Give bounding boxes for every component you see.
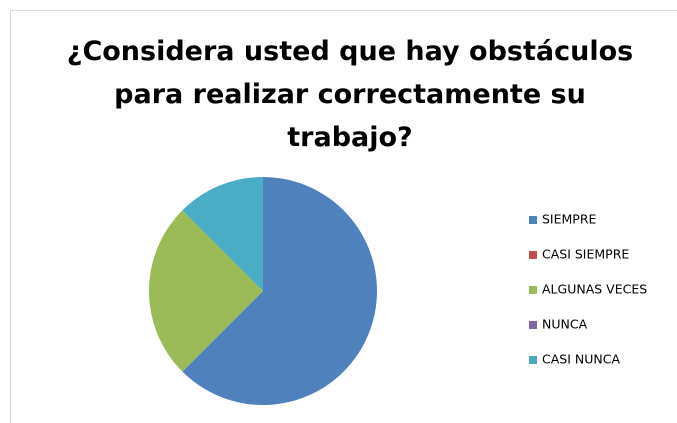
pie-slice — [182, 177, 377, 406]
pie-slice — [182, 177, 263, 291]
legend-swatch — [529, 321, 537, 329]
legend-swatch — [529, 286, 537, 294]
pie-slice — [149, 210, 263, 372]
legend-swatch — [529, 251, 537, 259]
legend-label: ALGUNAS VECES — [542, 282, 647, 297]
chart-frame — [10, 10, 677, 423]
legend-swatch — [529, 216, 537, 224]
legend-label: CASI NUNCA — [542, 352, 620, 367]
legend-swatch — [529, 356, 537, 364]
legend-label: NUNCA — [542, 317, 588, 332]
legend-label: CASI SIEMPRE — [542, 247, 629, 262]
legend-label: SIEMPRE — [542, 212, 597, 227]
chart-title: ¿Considera usted que hay obstáculos para… — [66, 36, 634, 153]
